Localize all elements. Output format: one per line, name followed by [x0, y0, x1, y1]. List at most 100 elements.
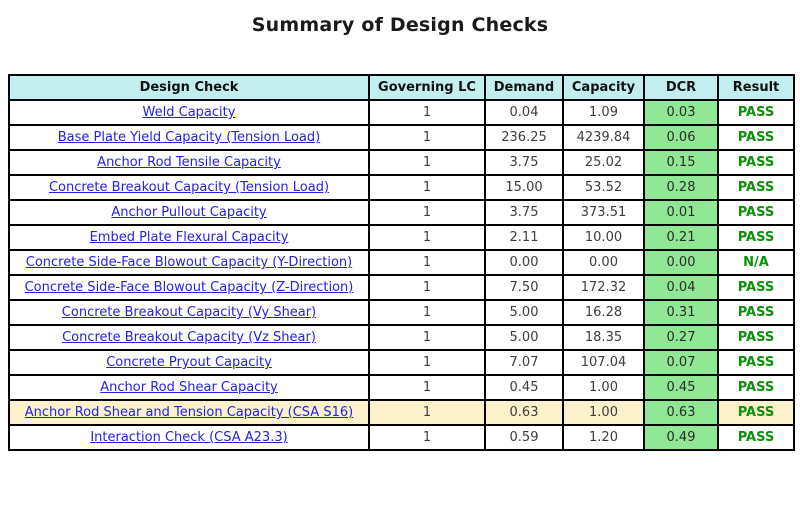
capacity-value: 18.35 [562, 324, 645, 351]
demand-value: 3.75 [484, 199, 564, 226]
table-row: Anchor Pullout Capacity 1 3.75 373.51 0.… [8, 199, 795, 226]
result-badge: PASS [717, 374, 795, 401]
dcr-value: 0.63 [643, 399, 719, 426]
demand-value: 7.50 [484, 274, 564, 301]
column-header-governing-lc: Governing LC [368, 74, 486, 101]
column-header-dcr: DCR [643, 74, 719, 101]
design-check-link[interactable]: Concrete Side-Face Blowout Capacity (Y-D… [25, 255, 353, 270]
governing-lc-value: 1 [368, 399, 486, 426]
demand-value: 5.00 [484, 324, 564, 351]
result-badge: PASS [717, 349, 795, 376]
design-check-link[interactable]: Concrete Breakout Capacity (Vz Shear) [62, 330, 316, 345]
demand-value: 3.75 [484, 149, 564, 176]
design-check-link[interactable]: Concrete Side-Face Blowout Capacity (Z-D… [24, 280, 354, 295]
demand-value: 0.04 [484, 99, 564, 126]
governing-lc-value: 1 [368, 149, 486, 176]
demand-value: 15.00 [484, 174, 564, 201]
result-badge: PASS [717, 124, 795, 151]
design-check-link[interactable]: Anchor Rod Tensile Capacity [97, 155, 281, 170]
table-row: Anchor Rod Tensile Capacity 1 3.75 25.02… [8, 149, 795, 176]
result-badge: PASS [717, 199, 795, 226]
table-row: Embed Plate Flexural Capacity 1 2.11 10.… [8, 224, 795, 251]
demand-value: 0.45 [484, 374, 564, 401]
governing-lc-value: 1 [368, 349, 486, 376]
dcr-value: 0.03 [643, 99, 719, 126]
capacity-value: 1.09 [562, 99, 645, 126]
table-header-row: Design Check Governing LC Demand Capacit… [8, 74, 795, 101]
dcr-value: 0.28 [643, 174, 719, 201]
design-check-link[interactable]: Weld Capacity [142, 105, 236, 120]
table-row: Weld Capacity 1 0.04 1.09 0.03 PASS [8, 99, 795, 126]
dcr-value: 0.04 [643, 274, 719, 301]
result-badge: N/A [717, 249, 795, 276]
capacity-value: 1.20 [562, 424, 645, 451]
demand-value: 2.11 [484, 224, 564, 251]
table-body: Weld Capacity 1 0.04 1.09 0.03 PASS Base… [8, 99, 795, 451]
table-row: Base Plate Yield Capacity (Tension Load)… [8, 124, 795, 151]
demand-value: 0.00 [484, 249, 564, 276]
result-badge: PASS [717, 224, 795, 251]
design-check-link[interactable]: Anchor Rod Shear and Tension Capacity (C… [24, 405, 354, 420]
column-header-capacity: Capacity [562, 74, 645, 101]
demand-value: 0.63 [484, 399, 564, 426]
governing-lc-value: 1 [368, 299, 486, 326]
design-check-link[interactable]: Anchor Pullout Capacity [111, 205, 267, 220]
dcr-value: 0.00 [643, 249, 719, 276]
dcr-value: 0.06 [643, 124, 719, 151]
capacity-value: 10.00 [562, 224, 645, 251]
dcr-value: 0.01 [643, 199, 719, 226]
result-badge: PASS [717, 399, 795, 426]
capacity-value: 1.00 [562, 374, 645, 401]
governing-lc-value: 1 [368, 274, 486, 301]
capacity-value: 53.52 [562, 174, 645, 201]
demand-value: 236.25 [484, 124, 564, 151]
table-row: Concrete Side-Face Blowout Capacity (Z-D… [8, 274, 795, 301]
governing-lc-value: 1 [368, 424, 486, 451]
result-badge: PASS [717, 99, 795, 126]
governing-lc-value: 1 [368, 374, 486, 401]
column-header-design-check: Design Check [8, 74, 370, 101]
design-check-link[interactable]: Base Plate Yield Capacity (Tension Load) [57, 130, 321, 145]
table-row: Concrete Side-Face Blowout Capacity (Y-D… [8, 249, 795, 276]
result-badge: PASS [717, 299, 795, 326]
dcr-value: 0.07 [643, 349, 719, 376]
demand-value: 5.00 [484, 299, 564, 326]
dcr-value: 0.21 [643, 224, 719, 251]
demand-value: 0.59 [484, 424, 564, 451]
design-check-link[interactable]: Concrete Breakout Capacity (Tension Load… [48, 180, 330, 195]
dcr-value: 0.49 [643, 424, 719, 451]
dcr-value: 0.45 [643, 374, 719, 401]
dcr-value: 0.31 [643, 299, 719, 326]
capacity-value: 4239.84 [562, 124, 645, 151]
demand-value: 7.07 [484, 349, 564, 376]
table-row: Concrete Pryout Capacity 1 7.07 107.04 0… [8, 349, 795, 376]
capacity-value: 0.00 [562, 249, 645, 276]
result-badge: PASS [717, 324, 795, 351]
capacity-value: 373.51 [562, 199, 645, 226]
column-header-demand: Demand [484, 74, 564, 101]
capacity-value: 107.04 [562, 349, 645, 376]
table-row: Interaction Check (CSA A23.3) 1 0.59 1.2… [8, 424, 795, 451]
capacity-value: 1.00 [562, 399, 645, 426]
design-checks-table: Design Check Governing LC Demand Capacit… [8, 74, 795, 451]
governing-lc-value: 1 [368, 324, 486, 351]
page-title: Summary of Design Checks [251, 14, 549, 36]
result-badge: PASS [717, 274, 795, 301]
capacity-value: 25.02 [562, 149, 645, 176]
governing-lc-value: 1 [368, 124, 486, 151]
governing-lc-value: 1 [368, 249, 486, 276]
dcr-value: 0.15 [643, 149, 719, 176]
table-row: Anchor Rod Shear Capacity 1 0.45 1.00 0.… [8, 374, 795, 401]
governing-lc-value: 1 [368, 224, 486, 251]
design-check-link[interactable]: Interaction Check (CSA A23.3) [90, 430, 288, 445]
table-row: Anchor Rod Shear and Tension Capacity (C… [8, 399, 795, 426]
capacity-value: 16.28 [562, 299, 645, 326]
design-check-link[interactable]: Embed Plate Flexural Capacity [89, 230, 289, 245]
result-badge: PASS [717, 149, 795, 176]
result-badge: PASS [717, 424, 795, 451]
design-check-link[interactable]: Anchor Rod Shear Capacity [100, 380, 278, 395]
column-header-result: Result [717, 74, 795, 101]
design-check-link[interactable]: Concrete Breakout Capacity (Vy Shear) [61, 305, 317, 320]
table-row: Concrete Breakout Capacity (Vy Shear) 1 … [8, 299, 795, 326]
design-check-link[interactable]: Concrete Pryout Capacity [106, 355, 272, 370]
